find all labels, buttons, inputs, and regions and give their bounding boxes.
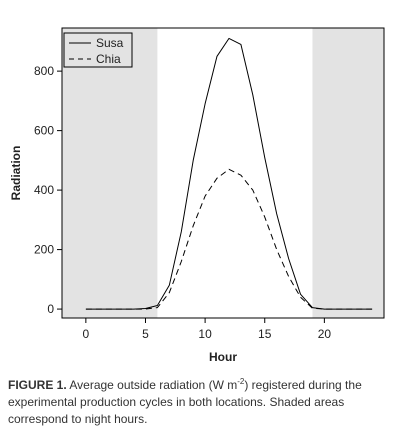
series-line-susa — [85, 37, 373, 310]
caption-lead: FIGURE 1. — [8, 378, 67, 392]
y-axis-ticks: 0 200 400 600 800 — [34, 64, 62, 316]
radiation-chart: 0 200 400 600 800 0 5 10 15 20 Susa Chia Radiatio… — [9, 27, 385, 364]
caption-superscript: -2 — [237, 377, 245, 386]
night-shading — [62, 28, 384, 318]
y-tick-label: 200 — [34, 243, 54, 257]
x-tick-label: 0 — [83, 327, 90, 341]
y-tick-label: 400 — [34, 183, 54, 197]
x-tick-label: 5 — [142, 327, 149, 341]
x-tick-label: 20 — [318, 327, 332, 341]
y-tick-label: 800 — [34, 64, 54, 78]
legend-label-susa: Susa — [96, 36, 124, 50]
night-shade-0 — [62, 28, 158, 318]
data-series — [85, 37, 373, 310]
caption-text-1: Average outside radiation (W m — [66, 378, 238, 392]
x-axis-title: Hour — [209, 350, 237, 364]
x-axis-ticks: 0 5 10 15 20 — [83, 318, 332, 341]
night-shade-1 — [312, 28, 384, 318]
y-axis-title: Radiation — [9, 146, 23, 201]
y-tick-label: 600 — [34, 124, 54, 138]
legend-box — [63, 32, 133, 68]
legend-label-chia: Chia — [96, 52, 121, 66]
x-tick-label: 10 — [198, 327, 212, 341]
x-tick-label: 15 — [258, 327, 272, 341]
series-line-chia — [85, 168, 373, 310]
y-tick-label: 0 — [47, 302, 54, 316]
figure-caption: FIGURE 1. Average outside radiation (W m… — [8, 377, 400, 428]
caption-text-2: ) registered during the experimental pro… — [8, 378, 362, 426]
plot-frame — [61, 27, 385, 319]
legend: Susa Chia — [63, 32, 133, 68]
